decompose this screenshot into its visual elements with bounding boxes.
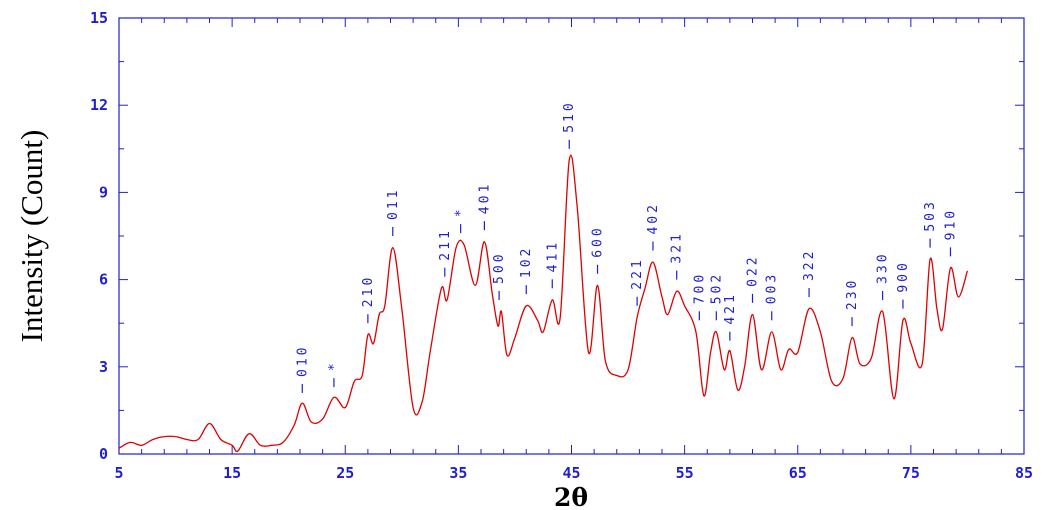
peak-label: 211 bbox=[438, 228, 453, 260]
peak-label: 402 bbox=[646, 202, 661, 234]
x-tick-labels: 5 15 25 35 45 55 65 75 85 bbox=[114, 464, 1033, 482]
peak-label: 022 bbox=[746, 254, 761, 286]
x-tick-label: 65 bbox=[789, 464, 807, 482]
peak-label: 900 bbox=[896, 260, 911, 292]
peak-label: 510 bbox=[562, 100, 577, 132]
y-axis-label: Intensity (Count) bbox=[14, 130, 49, 343]
plot-area bbox=[118, 17, 1025, 455]
peak-label: 411 bbox=[545, 240, 560, 272]
x-tick-label: 75 bbox=[902, 464, 920, 482]
peak-label: 401 bbox=[477, 182, 492, 214]
peak-label: 503 bbox=[923, 199, 938, 231]
peak-label: 910 bbox=[943, 208, 958, 240]
x-tick-label: 5 bbox=[114, 464, 123, 482]
peak-label: * bbox=[454, 206, 469, 217]
x-tick-label: 55 bbox=[676, 464, 694, 482]
peak-label: 011 bbox=[386, 188, 401, 220]
peak-label: 102 bbox=[519, 246, 534, 278]
peak-label: 321 bbox=[670, 231, 685, 263]
peak-label: 322 bbox=[802, 249, 817, 281]
peak-label: 230 bbox=[845, 278, 860, 310]
y-tick-label: 15 bbox=[90, 9, 108, 27]
peak-label: 010 bbox=[295, 344, 310, 376]
y-tick-label: 0 bbox=[99, 445, 108, 463]
peak-label: 500 bbox=[492, 251, 507, 283]
x-tick-label: 15 bbox=[223, 464, 241, 482]
y-tick-label: 9 bbox=[99, 183, 108, 201]
x-tick-label: 85 bbox=[1015, 464, 1033, 482]
peak-label: 700 bbox=[692, 272, 707, 304]
peak-label: 502 bbox=[709, 272, 724, 304]
x-tick-label: 35 bbox=[449, 464, 467, 482]
x-tick-label: 25 bbox=[336, 464, 354, 482]
y-tick-label: 12 bbox=[90, 96, 108, 114]
peak-label: 221 bbox=[630, 257, 645, 289]
axis-ticks bbox=[118, 17, 1025, 455]
peak-label: 600 bbox=[591, 225, 606, 257]
peak-label: 003 bbox=[765, 272, 780, 304]
peak-label: 330 bbox=[876, 251, 891, 283]
peak-label: 210 bbox=[361, 275, 376, 307]
peak-label: 421 bbox=[723, 292, 738, 324]
y-tick-labels: 0 3 6 9 12 15 bbox=[90, 9, 108, 463]
x-axis-label: 2θ bbox=[554, 483, 588, 510]
series-line bbox=[118, 154, 969, 453]
y-tick-label: 3 bbox=[99, 358, 108, 376]
y-tick-label: 6 bbox=[99, 271, 108, 289]
peak-label: * bbox=[327, 360, 342, 371]
x-tick-label: 45 bbox=[562, 464, 580, 482]
